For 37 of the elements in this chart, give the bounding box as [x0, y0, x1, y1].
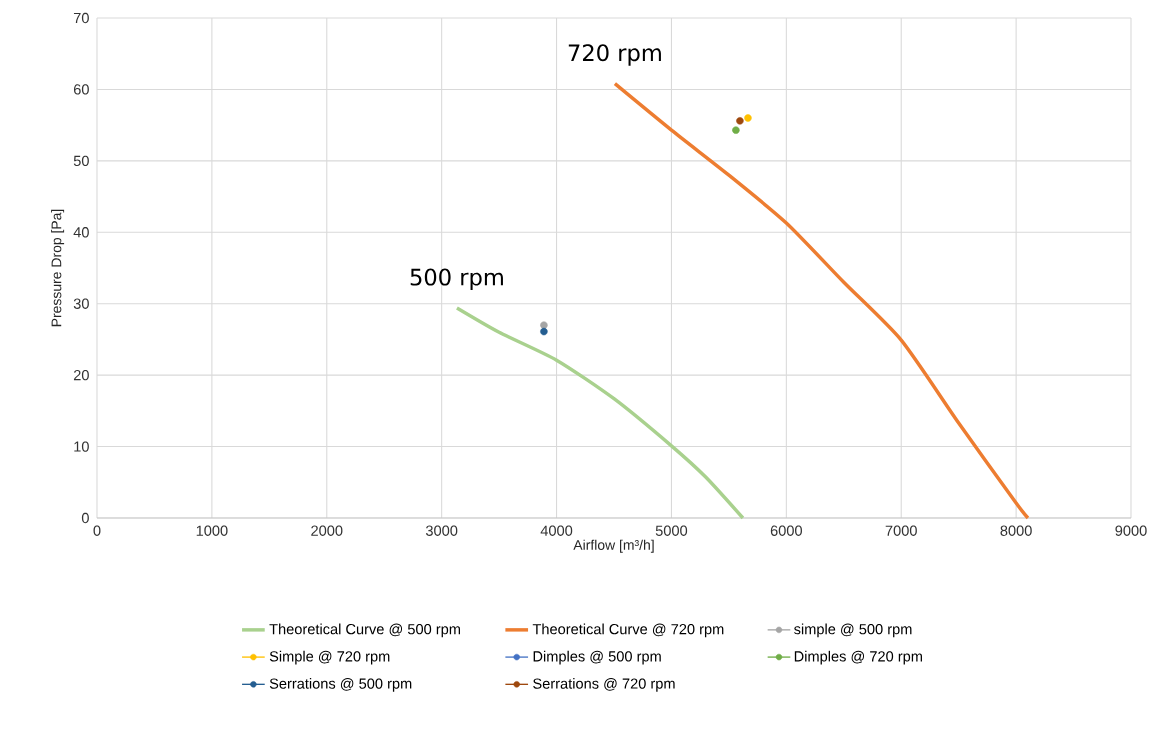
- y-tick-label: 40: [73, 227, 89, 238]
- x-tick-label: 1000: [196, 525, 228, 536]
- y-tick-label: 60: [73, 84, 89, 95]
- x-tick-label: 8000: [1000, 525, 1032, 536]
- point: [732, 126, 740, 134]
- x-axis-title: Airflow [m³/h]: [573, 539, 654, 553]
- point: [744, 114, 752, 122]
- x-tick-label: 2000: [311, 525, 343, 536]
- point: [736, 117, 744, 125]
- y-tick-label: 30: [73, 298, 89, 309]
- legend-label: simple @ 500 rpm: [794, 623, 912, 638]
- y-tick-label: 0: [81, 512, 89, 524]
- x-tick-label: 9000: [1115, 525, 1147, 536]
- x-tick-label: 7000: [885, 525, 917, 536]
- legend-label: Theoretical Curve @ 500 rpm: [269, 623, 460, 638]
- x-tick-label: 4000: [540, 525, 573, 536]
- legend-label: Serrations @ 500 rpm: [269, 678, 412, 692]
- line-series: [455, 306, 745, 520]
- x-tick-label: 5000: [655, 525, 688, 536]
- y-axis-title: Pressure Drop [Pa]: [51, 209, 65, 327]
- x-tick-label: 0: [93, 525, 101, 536]
- annotation: 500 rpm: [410, 268, 503, 290]
- x-tick-label: 6000: [770, 525, 802, 536]
- y-tick-label: 10: [74, 441, 89, 452]
- legend-label: Dimples @ 720 rpm: [794, 650, 922, 665]
- legend-label: Theoretical Curve @ 720 rpm: [532, 623, 724, 638]
- y-tick-label: 50: [73, 155, 89, 167]
- legend-label: Dimples @ 500 rpm: [533, 650, 661, 665]
- legend-label: Simple @ 720 rpm: [269, 650, 390, 665]
- point: [540, 321, 548, 329]
- annotation: 720 rpm: [568, 44, 661, 66]
- y-tick-label: 70: [73, 12, 89, 24]
- x-tick-label: 3000: [425, 525, 458, 536]
- line-series: [613, 81, 1030, 520]
- point: [540, 327, 548, 336]
- legend-label: Serrations @ 720 rpm: [533, 678, 675, 692]
- y-tick-label: 20: [73, 369, 89, 381]
